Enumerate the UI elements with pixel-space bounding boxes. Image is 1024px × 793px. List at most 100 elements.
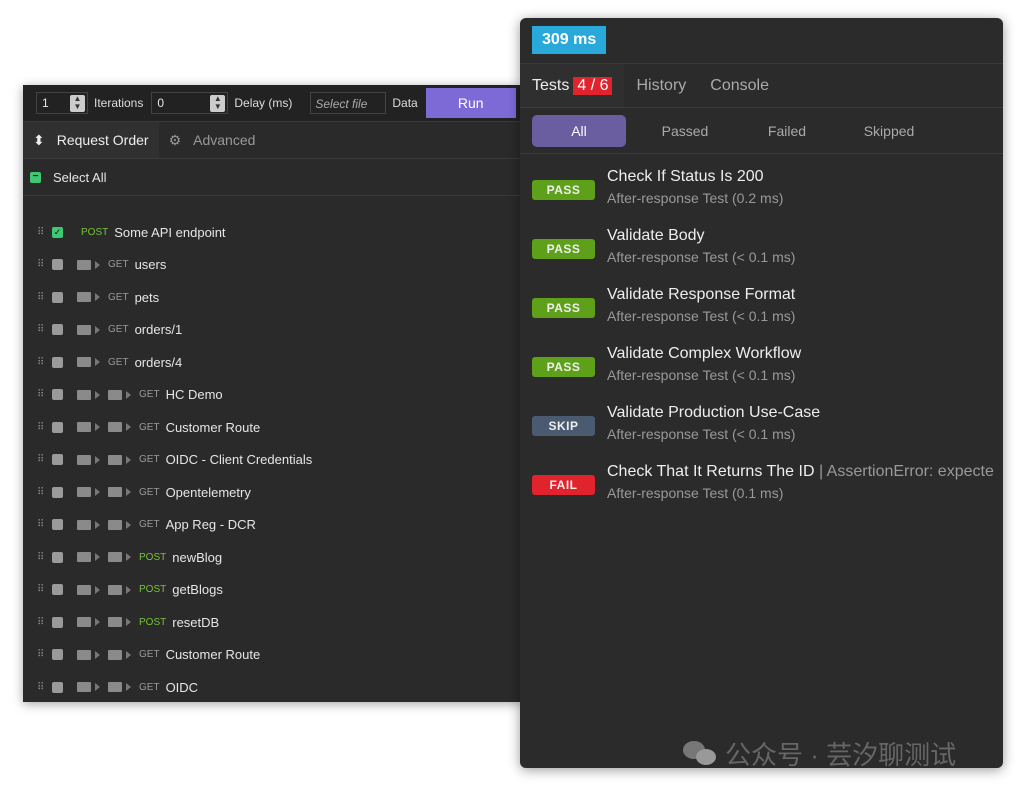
request-row[interactable]: ⠿ GET OIDC - Client Credentials — [23, 444, 523, 477]
request-checkbox[interactable] — [52, 324, 63, 336]
request-checkbox[interactable] — [52, 519, 63, 531]
status-badge: PASS — [532, 239, 595, 259]
request-row[interactable]: ⠿ GET Customer Route — [23, 411, 523, 444]
stepper-icon[interactable]: ▲ ▼ — [70, 94, 85, 112]
wechat-logo-icon — [683, 740, 717, 767]
caret-right-icon — [95, 358, 100, 367]
caret-right-icon — [126, 520, 131, 529]
drag-handle-icon[interactable]: ⠿ — [37, 454, 44, 466]
status-badge: FAIL — [532, 475, 595, 495]
method-label: GET — [139, 486, 160, 498]
run-button[interactable]: Run — [425, 88, 516, 118]
method-label: POST — [81, 226, 109, 238]
tab-history[interactable]: History — [636, 76, 687, 94]
drag-handle-icon[interactable]: ⠿ — [37, 226, 44, 238]
caret-right-icon — [126, 618, 131, 627]
test-result: SKIP Validate Production Use-Case After-re… — [532, 404, 1003, 463]
filter-all[interactable]: All — [532, 115, 626, 147]
filter-skipped[interactable]: Skipped — [863, 123, 915, 139]
gear-icon: ⚙ — [168, 131, 182, 148]
caret-right-icon — [126, 390, 131, 399]
request-row[interactable]: ⠿ GET Opentelemetry — [23, 476, 523, 509]
request-row[interactable]: ⠿ GET App Reg - DCR — [23, 509, 523, 542]
test-name: Validate Body — [607, 227, 705, 244]
drag-handle-icon[interactable]: ⠿ — [37, 551, 44, 563]
request-checkbox[interactable] — [52, 259, 63, 271]
drag-handle-icon[interactable]: ⠿ — [37, 486, 44, 498]
test-result: PASS Validate Response Format After-respon… — [532, 286, 1003, 345]
request-name: pets — [134, 289, 160, 305]
request-checkbox[interactable] — [52, 356, 63, 368]
test-result: FAIL Check That It Returns The ID | Asser… — [532, 463, 1003, 522]
iterations-input[interactable]: 1 ▲ ▼ — [36, 92, 88, 114]
delay-input[interactable]: 0 ▲ ▼ — [151, 92, 229, 114]
test-filters: All Passed Failed Skipped — [520, 109, 1003, 154]
request-checkbox[interactable] — [52, 291, 63, 303]
watermark: 公众号 · 芸汐聊测试 — [683, 735, 956, 772]
folder-icon — [108, 584, 122, 595]
request-name: OIDC - Client Credentials — [165, 452, 313, 468]
status-badge: PASS — [532, 357, 595, 377]
drag-handle-icon[interactable]: ⠿ — [37, 324, 44, 336]
filter-failed[interactable]: Failed — [767, 123, 807, 139]
test-name: Check If Status Is 200 — [607, 168, 764, 185]
drag-handle-icon[interactable]: ⠿ — [37, 616, 44, 628]
caret-right-icon — [126, 488, 131, 497]
drag-handle-icon[interactable]: ⠿ — [37, 389, 44, 401]
tab-advanced[interactable]: ⚙ Advanced — [168, 131, 256, 149]
runner-toolbar: 1 ▲ ▼ Iterations 0 ▲ ▼ Delay (ms) Select fil… — [23, 85, 523, 122]
request-checkbox[interactable]: ✓ — [52, 226, 63, 238]
caret-right-icon — [126, 585, 131, 594]
stepper-icon[interactable]: ▲ ▼ — [210, 94, 226, 112]
request-row[interactable]: ⠿ GET pets — [23, 281, 523, 314]
request-row[interactable]: ⠿ POST resetDB — [23, 606, 523, 639]
method-label: GET — [139, 681, 160, 693]
select-all-checkbox[interactable]: − Select All — [23, 159, 523, 196]
drag-handle-icon[interactable]: ⠿ — [37, 681, 44, 693]
request-checkbox[interactable] — [52, 421, 63, 433]
request-checkbox[interactable] — [52, 486, 63, 498]
request-row[interactable]: ⠿ ✓ POST Some API endpoint — [23, 216, 523, 249]
method-label: POST — [139, 616, 167, 628]
request-row[interactable]: ⠿ GET users — [23, 249, 523, 282]
request-row[interactable]: ⠿ GET HC Demo — [23, 379, 523, 412]
request-name: resetDB — [172, 614, 220, 630]
caret-right-icon — [95, 585, 100, 594]
request-checkbox[interactable] — [52, 616, 63, 628]
folder-icon — [77, 292, 91, 303]
drag-handle-icon[interactable]: ⠿ — [37, 519, 44, 531]
tab-console[interactable]: Console — [710, 76, 769, 94]
filter-passed[interactable]: Passed — [661, 123, 709, 139]
request-row[interactable]: ⠿ GET orders/4 — [23, 346, 523, 379]
method-label: GET — [139, 421, 160, 433]
folder-icon — [108, 422, 122, 433]
tab-tests[interactable]: Tests 4 / 6 — [520, 64, 625, 107]
tab-request-order[interactable]: ⬍ Request Order — [23, 122, 159, 158]
status-badge: PASS — [532, 298, 595, 318]
drag-handle-icon[interactable]: ⠿ — [37, 356, 44, 368]
drag-handle-icon[interactable]: ⠿ — [37, 291, 44, 303]
drag-handle-icon[interactable]: ⠿ — [37, 649, 44, 661]
test-result: PASS Check If Status Is 200 After-response… — [532, 168, 1003, 227]
test-error: | AssertionError: expecte — [814, 463, 994, 480]
request-checkbox[interactable] — [52, 584, 63, 596]
request-row[interactable]: ⠿ POST getBlogs — [23, 574, 523, 607]
request-row[interactable]: ⠿ GET orders/1 — [23, 314, 523, 347]
caret-right-icon — [95, 423, 100, 432]
request-checkbox[interactable] — [52, 649, 63, 661]
request-row[interactable]: ⠿ POST newBlog — [23, 541, 523, 574]
request-checkbox[interactable] — [52, 454, 63, 466]
folder-icon — [77, 682, 91, 693]
request-checkbox[interactable] — [52, 551, 63, 563]
test-detail: After-response Test (< 0.1 ms) — [607, 308, 796, 324]
select-file-input[interactable]: Select file — [310, 92, 387, 114]
drag-handle-icon[interactable]: ⠿ — [37, 584, 44, 596]
request-row[interactable]: ⠿ GET OIDC — [23, 671, 523, 702]
request-row[interactable]: ⠿ GET Customer Route — [23, 639, 523, 672]
request-checkbox[interactable] — [52, 389, 63, 401]
drag-handle-icon[interactable]: ⠿ — [37, 421, 44, 433]
request-checkbox[interactable] — [52, 681, 63, 693]
drag-handle-icon[interactable]: ⠿ — [37, 259, 44, 271]
folder-icon — [108, 487, 122, 498]
test-detail: After-response Test (0.2 ms) — [607, 190, 784, 206]
